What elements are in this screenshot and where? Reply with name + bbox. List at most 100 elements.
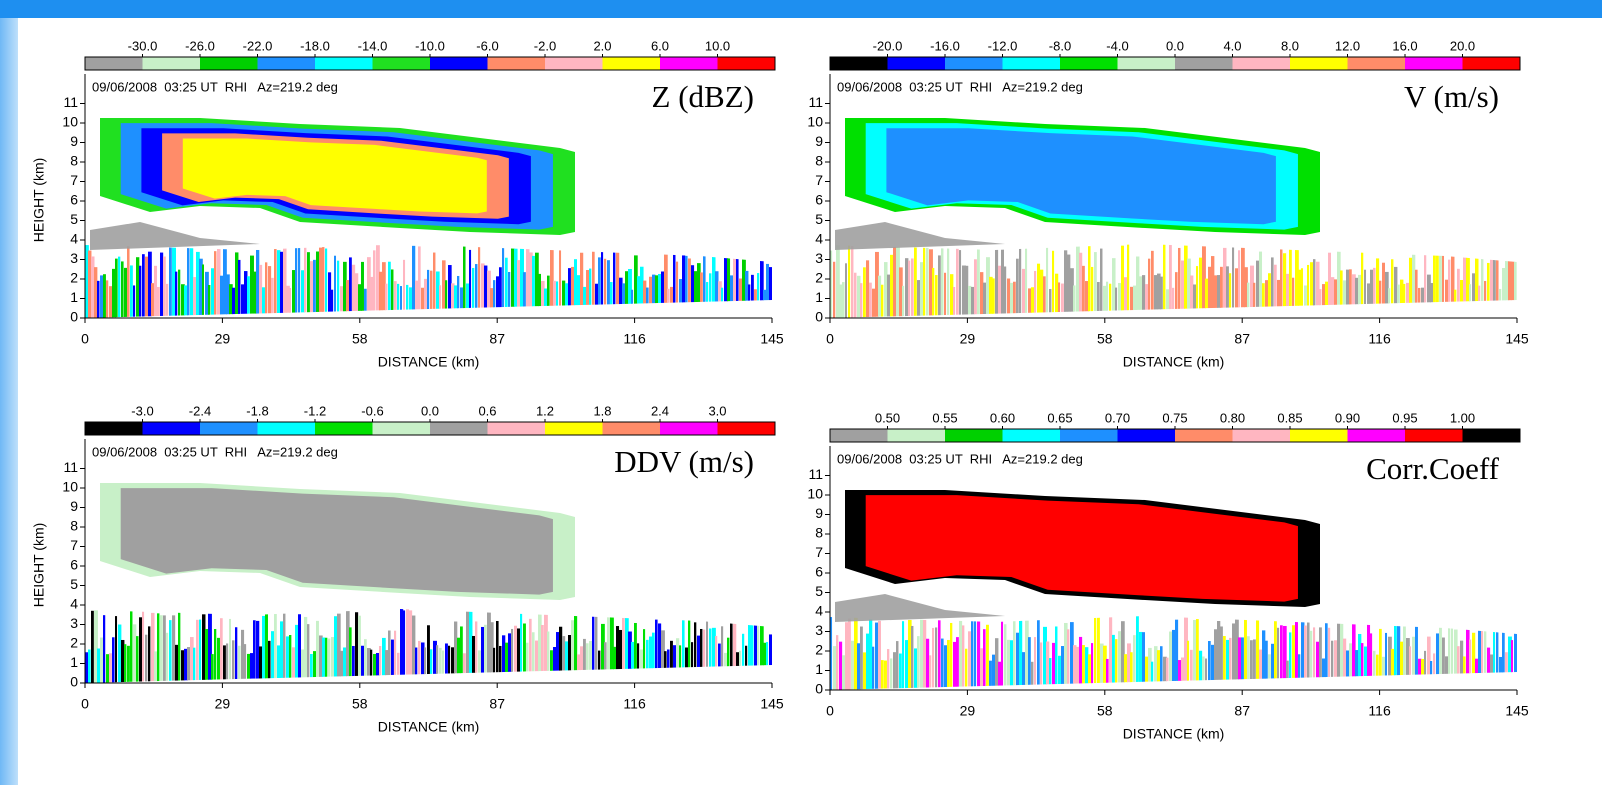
clutter-stripe: [145, 256, 149, 318]
clutter-stripe: [1328, 627, 1331, 690]
clutter-stripe: [307, 252, 310, 318]
clutter-stripe: [463, 653, 466, 683]
clutter-stripe: [139, 265, 142, 318]
y-tick-label: 5: [70, 576, 78, 592]
colorbar-box: [200, 57, 258, 70]
panel-title: Z (dBZ): [652, 79, 754, 114]
clutter-stripe: [1466, 252, 1470, 318]
clutter-stripe: [409, 287, 413, 318]
clutter-stripe: [1058, 655, 1062, 690]
clutter-stripe: [160, 252, 164, 318]
clutter-stripe: [1091, 266, 1094, 318]
clutter-stripe: [628, 631, 632, 683]
clutter-stripe: [857, 643, 861, 690]
clutter-stripe: [1121, 245, 1125, 318]
clutter-stripe: [1340, 616, 1344, 690]
clutter-stripe: [574, 259, 577, 318]
clutter-stripe: [211, 268, 215, 318]
clutter-stripe: [292, 647, 296, 683]
clutter-stripe: [1307, 616, 1310, 690]
clutter-stripe: [1208, 641, 1211, 690]
clutter-stripe: [1277, 627, 1280, 690]
clutter-stripe: [181, 284, 185, 318]
clutter-stripe: [1094, 252, 1097, 318]
clutter-stripe: [869, 619, 873, 690]
colorbar-tick-label: -12.0: [988, 38, 1018, 53]
clutter-stripe: [502, 635, 506, 683]
clutter-stripe: [436, 645, 439, 683]
clutter-stripe: [1154, 646, 1158, 690]
clutter-stripe: [460, 287, 464, 318]
clutter-stripe: [685, 255, 688, 318]
cloud-layer: [865, 495, 1298, 602]
colorbar-tick-label: -10.0: [415, 38, 445, 53]
clutter-stripe: [1133, 285, 1137, 318]
clutter-stripe: [226, 274, 230, 318]
clutter-stripe: [1220, 626, 1223, 690]
x-tick-label: 145: [1505, 703, 1529, 719]
clutter-stripe: [637, 643, 640, 683]
clutter-stripe: [502, 246, 505, 318]
clutter-stripe: [1262, 283, 1265, 318]
clutter-stripe: [331, 637, 335, 683]
clutter-stripe: [334, 255, 337, 318]
clutter-stripe: [1343, 280, 1347, 318]
clutter-stripe: [1025, 244, 1028, 318]
y-tick-label: 10: [62, 114, 78, 130]
clutter-stripe: [619, 629, 623, 683]
clutter-stripe: [367, 648, 371, 683]
clutter-stripe: [517, 628, 521, 683]
clutter-stripe: [520, 244, 524, 318]
clutter-stripe: [1229, 637, 1232, 690]
clutter-stripe: [1016, 632, 1020, 690]
clutter-stripe: [986, 624, 989, 690]
clutter-stripe: [1019, 616, 1023, 690]
clutter-stripe: [457, 637, 461, 683]
clutter-stripe: [1502, 267, 1506, 318]
clutter-stripe: [259, 646, 263, 683]
clutter-stripe: [592, 609, 595, 683]
clutter-stripe: [1007, 639, 1011, 690]
clutter-stripe: [475, 621, 478, 683]
clutter-stripe: [703, 244, 706, 318]
clutter-stripe: [769, 634, 772, 683]
clutter-stripe: [947, 639, 950, 690]
clutter-stripe: [863, 652, 867, 690]
clutter-stripe: [1346, 269, 1350, 318]
clutter-stripe: [499, 645, 502, 683]
clutter-stripe: [1394, 266, 1398, 318]
clutter-stripe: [1448, 259, 1451, 318]
clutter-stripe: [1343, 638, 1347, 690]
clutter-stripe: [1415, 619, 1418, 690]
colorbar-box: [257, 422, 316, 435]
clutter-stripe: [562, 636, 566, 683]
clutter-stripe: [277, 645, 281, 683]
clutter-stripe: [1031, 661, 1034, 690]
clutter-stripe: [1064, 622, 1068, 690]
colorbar-box: [660, 57, 718, 70]
clutter-stripe: [445, 643, 448, 683]
clutter-stripe: [1187, 640, 1190, 690]
clutter-stripe: [1286, 273, 1290, 318]
clutter-stripe: [343, 647, 347, 683]
clutter-stripe: [971, 286, 975, 318]
colorbar-box: [1175, 429, 1233, 442]
clutter-stripe: [448, 265, 452, 318]
clutter-stripe: [1094, 617, 1097, 690]
clutter-stripe: [613, 646, 617, 683]
clutter-stripe: [475, 264, 478, 318]
clutter-stripe: [724, 244, 728, 318]
clutter-stripe: [253, 271, 257, 318]
clutter-stripe: [769, 267, 772, 318]
y-tick-label: 3: [70, 615, 78, 631]
clutter-stripe: [866, 633, 870, 690]
clutter-stripe: [1040, 642, 1043, 690]
clutter-stripe: [199, 258, 203, 318]
x-tick-label: 58: [1097, 331, 1113, 347]
clutter-stripe: [715, 635, 718, 683]
clutter-stripe: [1061, 646, 1065, 690]
clutter-stripe: [727, 637, 730, 683]
clutter-stripe: [145, 634, 148, 683]
colorbar-tick-label: 0.65: [1047, 410, 1072, 425]
